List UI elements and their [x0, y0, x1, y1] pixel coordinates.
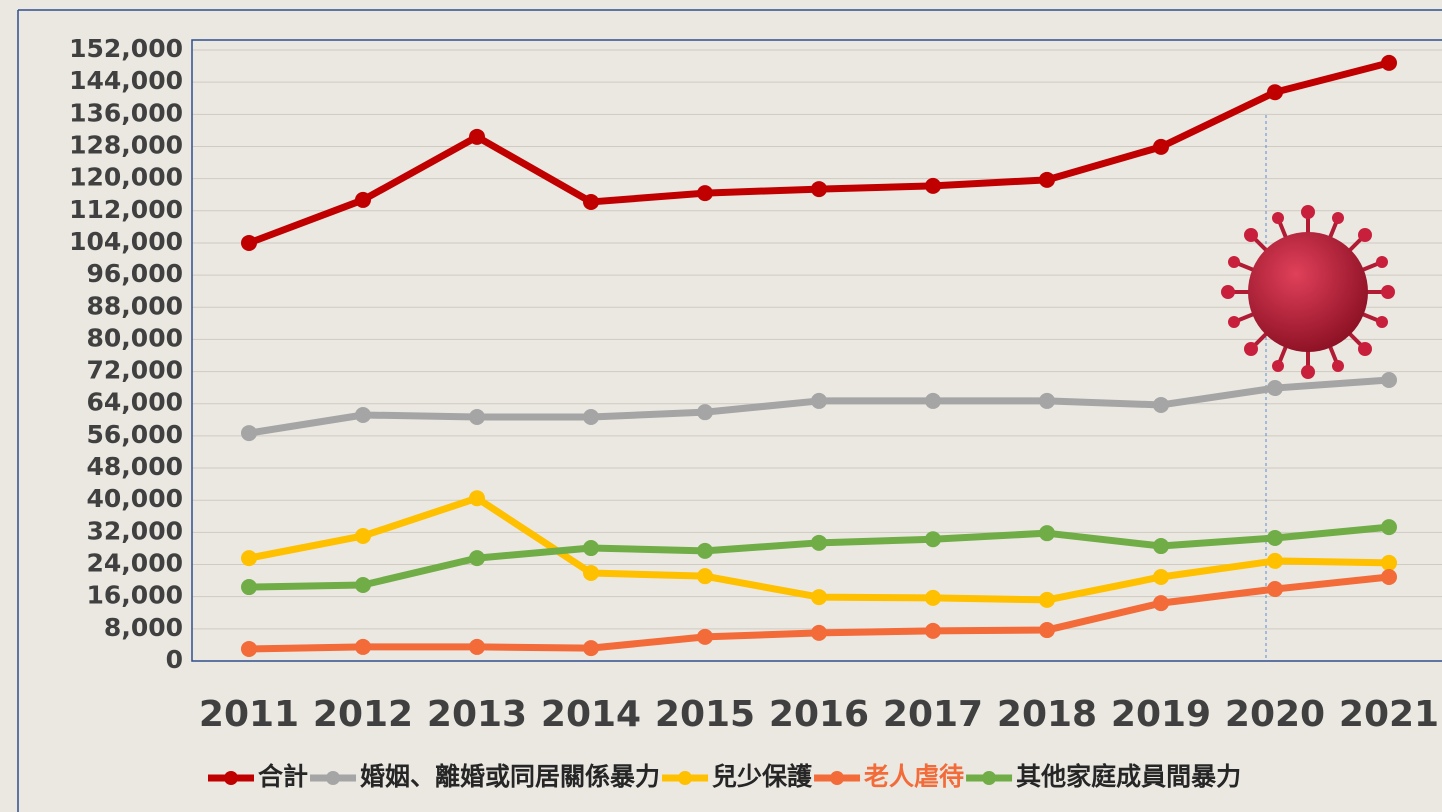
data-point: [697, 629, 713, 645]
data-point: [241, 579, 257, 595]
data-point: [1381, 569, 1397, 585]
data-point: [1381, 519, 1397, 535]
data-point: [1381, 555, 1397, 571]
y-tick-label: 88,000: [87, 291, 183, 320]
legend-label: 婚姻、離婚或同居關係暴力: [360, 762, 660, 791]
data-point: [1153, 569, 1169, 585]
x-tick-label: 2012: [313, 694, 413, 735]
data-point: [1267, 84, 1283, 100]
data-point: [1039, 172, 1055, 188]
x-tick-label: 2015: [655, 694, 755, 735]
data-point: [697, 185, 713, 201]
data-point: [241, 550, 257, 566]
data-point: [469, 490, 485, 506]
y-tick-label: 104,000: [69, 227, 183, 256]
data-point: [1381, 372, 1397, 388]
data-point: [583, 409, 599, 425]
y-tick-label: 80,000: [87, 323, 183, 352]
data-point: [925, 623, 941, 639]
background: [0, 0, 1442, 812]
data-point: [811, 181, 827, 197]
data-point: [355, 192, 371, 208]
data-point: [811, 393, 827, 409]
legend-swatch-dot: [982, 771, 996, 785]
data-point: [1039, 622, 1055, 638]
virus-icon: [1221, 205, 1395, 379]
x-tick-label: 2018: [997, 694, 1097, 735]
legend-label: 老人虐待: [864, 762, 964, 791]
data-point: [1153, 595, 1169, 611]
data-point: [1267, 530, 1283, 546]
data-point: [583, 540, 599, 556]
legend-label: 兒少保護: [712, 762, 813, 791]
x-tick-label: 2016: [769, 694, 869, 735]
y-tick-label: 152,000: [69, 34, 183, 63]
data-point: [925, 531, 941, 547]
data-point: [1267, 553, 1283, 569]
y-tick-label: 120,000: [69, 163, 183, 192]
data-point: [583, 194, 599, 210]
y-tick-label: 8,000: [104, 613, 183, 642]
y-tick-label: 24,000: [87, 549, 183, 578]
y-tick-label: 112,000: [69, 195, 183, 224]
data-point: [697, 404, 713, 420]
data-point: [469, 550, 485, 566]
y-tick-label: 96,000: [87, 259, 183, 288]
data-point: [1039, 393, 1055, 409]
data-point: [925, 393, 941, 409]
y-tick-label: 16,000: [87, 581, 183, 610]
y-tick-label: 32,000: [87, 516, 183, 545]
y-tick-label: 0: [166, 645, 183, 674]
x-tick-label: 2019: [1111, 694, 1211, 735]
y-tick-label: 56,000: [87, 420, 183, 449]
legend-swatch-dot: [678, 771, 692, 785]
data-point: [697, 543, 713, 559]
x-tick-label: 2014: [541, 694, 641, 735]
data-point: [697, 568, 713, 584]
data-point: [1267, 581, 1283, 597]
data-point: [925, 178, 941, 194]
data-point: [355, 577, 371, 593]
data-point: [241, 425, 257, 441]
data-point: [811, 625, 827, 641]
data-point: [811, 535, 827, 551]
data-point: [583, 640, 599, 656]
y-tick-label: 64,000: [87, 388, 183, 417]
y-tick-label: 40,000: [87, 484, 183, 513]
data-point: [241, 235, 257, 251]
x-tick-label: 2011: [199, 694, 299, 735]
data-point: [1039, 525, 1055, 541]
chart: 合計 婚姻、離婚或同居關係暴力 兒少保護 老人虐待 其他家庭成員間暴力 0 8,000 16…: [0, 0, 1442, 812]
data-point: [241, 641, 257, 657]
legend-swatch-dot: [830, 771, 844, 785]
x-tick-label: 2021: [1339, 694, 1439, 735]
y-tick-label: 128,000: [69, 130, 183, 159]
data-point: [925, 590, 941, 606]
data-point: [1381, 55, 1397, 71]
data-point: [1267, 380, 1283, 396]
data-point: [355, 407, 371, 423]
legend-label: 其他家庭成員間暴力: [1016, 762, 1241, 791]
data-point: [355, 528, 371, 544]
data-point: [469, 639, 485, 655]
legend-swatch-dot: [224, 771, 238, 785]
data-point: [583, 565, 599, 581]
y-tick-label: 144,000: [69, 66, 183, 95]
data-point: [1039, 592, 1055, 608]
data-point: [811, 589, 827, 605]
x-tick-label: 2017: [883, 694, 983, 735]
legend-label: 合計: [258, 762, 308, 791]
y-tick-label: 72,000: [87, 356, 183, 385]
data-point: [1153, 139, 1169, 155]
data-point: [469, 129, 485, 145]
data-point: [1153, 538, 1169, 554]
data-point: [1153, 397, 1169, 413]
x-tick-label: 2020: [1225, 694, 1325, 735]
legend-swatch-dot: [326, 771, 340, 785]
data-point: [469, 409, 485, 425]
x-tick-label: 2013: [427, 694, 527, 735]
y-tick-label: 136,000: [69, 98, 183, 127]
y-tick-label: 48,000: [87, 452, 183, 481]
data-point: [355, 639, 371, 655]
